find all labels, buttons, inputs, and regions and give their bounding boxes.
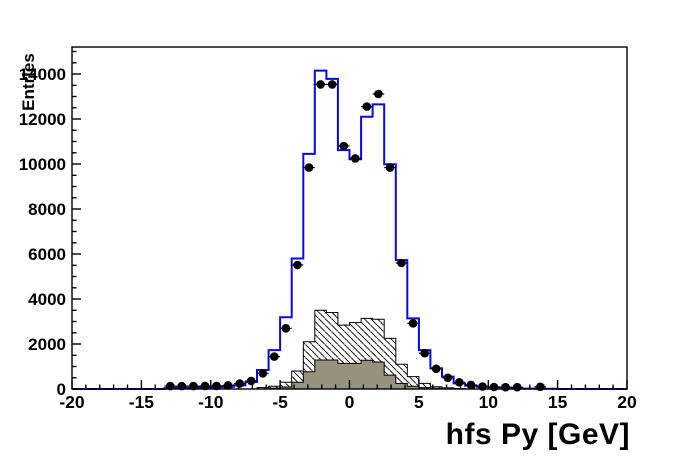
data-point	[397, 258, 406, 268]
x-tick-label: -20	[59, 392, 85, 412]
data-point	[200, 381, 210, 391]
data-point	[362, 102, 372, 111]
data-point	[339, 141, 349, 151]
data-point	[212, 381, 221, 391]
x-tick-label: 10	[479, 392, 499, 412]
data-point	[455, 378, 464, 387]
x-tick-label: 0	[345, 392, 355, 412]
data-point	[512, 382, 522, 392]
x-tick-label: 20	[617, 392, 637, 412]
x-tick-label: 5	[414, 392, 424, 412]
data-point	[408, 319, 418, 328]
data-point	[351, 154, 360, 163]
x-tick-label: 15	[548, 392, 568, 412]
y-tick-label: 2000	[28, 335, 66, 354]
data-point	[466, 380, 476, 390]
data-point	[281, 324, 291, 333]
y-tick-label: 0	[57, 380, 66, 399]
data-point	[304, 163, 314, 172]
hatched-component-histogram	[256, 309, 466, 390]
data-point	[293, 260, 302, 270]
data-point	[223, 381, 233, 390]
data-point	[489, 382, 499, 392]
x-tick-label: -5	[272, 392, 288, 412]
data-point	[420, 348, 430, 358]
data-point	[385, 163, 395, 172]
y-tick-label: 6000	[28, 245, 66, 264]
data-point	[189, 381, 198, 391]
y-tick-label: 12000	[19, 110, 66, 129]
y-tick-label: 14000	[19, 65, 66, 84]
x-tick-label: -15	[129, 392, 155, 412]
y-tick-label: 8000	[28, 200, 66, 219]
y-tick-label: 10000	[19, 155, 66, 174]
data-point	[316, 80, 325, 89]
y-tick-label: 4000	[28, 290, 66, 309]
data-point	[177, 381, 187, 391]
data-point	[374, 89, 383, 99]
data-point	[246, 376, 256, 386]
data-point	[327, 80, 337, 89]
data-point	[258, 369, 268, 378]
data-point	[431, 364, 441, 374]
data-point	[443, 373, 453, 383]
data-point	[166, 381, 175, 391]
data-point	[235, 379, 244, 388]
data-point	[270, 352, 279, 361]
y-axis-title: Entries	[19, 53, 38, 111]
x-tick-label: -10	[198, 392, 224, 412]
x-axis-title: hfs Py [GeV]	[445, 418, 630, 451]
